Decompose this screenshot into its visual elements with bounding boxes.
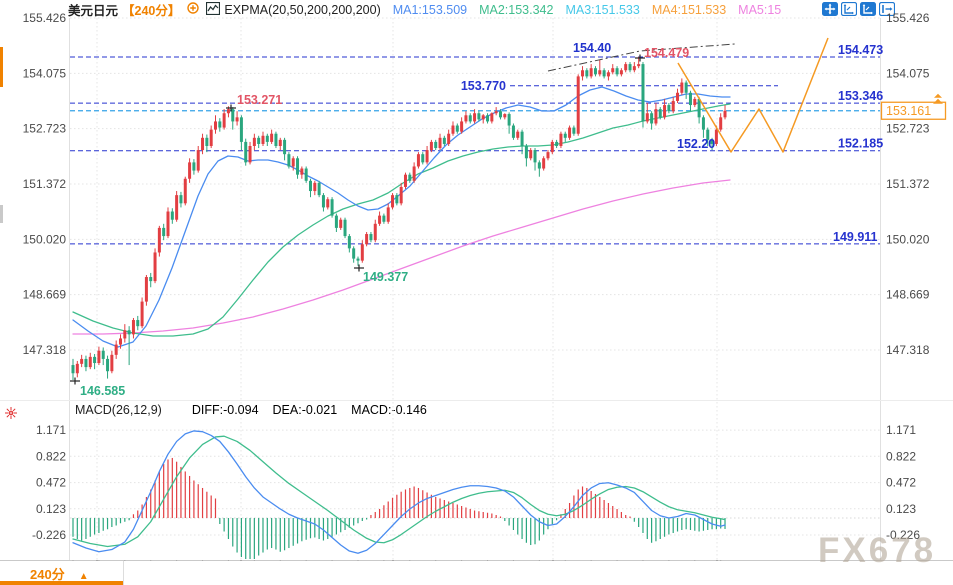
y-axis-label-left: 150.020 [23,232,67,246]
extreme-plus-markers [70,54,645,385]
y-axis-label-right: 154.075 [886,66,930,80]
y-axis-label-right: 152.723 [886,122,930,136]
macd-dea-line [72,435,726,548]
level-label: 149.911 [833,230,878,244]
y-axis-label-left: 148.669 [23,288,67,302]
exit-right-icon[interactable] [878,1,896,17]
price-annotation: 146.585 [80,384,125,398]
y-axis-label-left: 151.372 [23,177,67,191]
macd-gridlines: 1.171 1.171 0.822 0.822 0.472 0.472 0.123 0.123… [32,423,920,542]
ma-values: MA1:153.509 MA2:153.342 MA3:151.533 MA4:151… [381,3,782,17]
y-axis-label-left: 155.426 [23,11,67,25]
pan-icon[interactable] [822,2,838,16]
side-scroll-indicator-orange[interactable] [0,47,3,87]
chart-header: 美元日元 【240分】 EXPMA(20,50,200,200,200) MA1… [68,1,781,18]
tab-divider [123,561,124,585]
y-axis-label-right: 148.669 [886,288,930,302]
y-axis-label-left: 154.075 [23,66,67,80]
current-price-tag: 153.161 [880,93,947,120]
ma-value-2: MA2:153.342 [479,2,554,17]
price-annotation: 154.40 [573,41,611,55]
side-scroll-indicator-gray[interactable] [0,205,3,223]
level-label: 154.473 [838,43,883,57]
ma-value-4: MA4:151.533 [651,2,727,17]
macd-axis-label-right: 0.472 [886,476,916,490]
level-label: 153.346 [838,89,883,103]
price-annotation: 153.271 [237,93,282,107]
bottom-tab-bar: 240分 ▲ [0,561,953,585]
indicator-settings-icon[interactable] [4,406,18,425]
axis-zoom-icon[interactable] [840,1,858,17]
macd-axis-label-left: 1.171 [36,423,66,437]
price-annotation: 154.479 [644,46,689,60]
macd-axis-label-right: 1.171 [886,423,916,437]
macd-axis-label-left: -0.226 [32,528,66,542]
macd-axis-label-right: 0.822 [886,449,916,463]
macd-axis-label-left: 0.822 [36,449,66,463]
ma-200-line [72,179,731,335]
main-axis-labels: 155.426 155.426 154.075 154.075 152.723 152.7… [23,11,930,357]
main-gridlines [70,17,880,351]
indicator-label[interactable]: EXPMA(20,50,200,200,200) [224,2,381,17]
y-axis-label-right: 147.318 [886,343,930,357]
price-annotations: 154.40 154.479 153.271 152.20 149.377 146.585 [80,41,715,398]
macd-header: MACD(26,12,9) DIFF:-0.094 DEA:-0.021 MAC… [75,403,441,417]
y-axis-label-left: 152.723 [23,122,67,136]
timeframe-label[interactable]: 【240分】 [122,4,181,18]
mini-chart-icon[interactable] [206,1,221,18]
y-axis-label-left: 147.318 [23,343,67,357]
tab-240min-label: 240分 [30,567,65,582]
price-annotation: 152.20 [677,137,715,151]
chart-toolbar [822,1,896,17]
tab-arrow-icon: ▲ [78,571,89,582]
symbol-name: 美元日元 [68,4,119,18]
macd-axis-label-right: 0.123 [886,502,916,516]
candles [71,56,727,381]
level-label: 152.185 [838,137,883,151]
forecast-zigzag [677,37,829,153]
macd-macd-value: MACD:-0.146 [351,403,427,417]
level-label: 153.770 [461,79,506,93]
ma-50-line [72,103,731,337]
y-axis-label-right: 150.020 [886,232,930,246]
axis-zoom-filled-icon[interactable] [860,2,876,16]
macd-dea-value: DEA:-0.021 [272,403,338,417]
macd-diff-value: DIFF:-0.094 [191,403,259,417]
y-axis-label-right: 151.372 [886,177,930,191]
ma-value-3: MA3:151.533 [565,2,640,17]
ma-value-1: MA1:153.509 [392,2,468,17]
price-annotation: 149.377 [363,270,408,284]
y-axis-label-right: 155.426 [886,11,930,25]
ma-value-5: MA5:15 [738,2,782,17]
macd-axis-label-right: -0.226 [886,528,920,542]
macd-histogram [72,457,726,559]
macd-diff-line [72,430,726,554]
tab-active-underline [0,581,123,585]
tab-240min[interactable]: 240分 ▲ [30,564,89,583]
plus-circle-icon[interactable] [187,2,200,17]
support-resistance-levels: 154.473 153.346 152.185 149.911 153.770 [70,43,883,245]
panel-borders [0,18,953,561]
current-price-value: 153.161 [886,104,931,118]
macd-axis-label-left: 0.123 [36,502,66,516]
macd-axis-label-left: 0.472 [36,476,66,490]
